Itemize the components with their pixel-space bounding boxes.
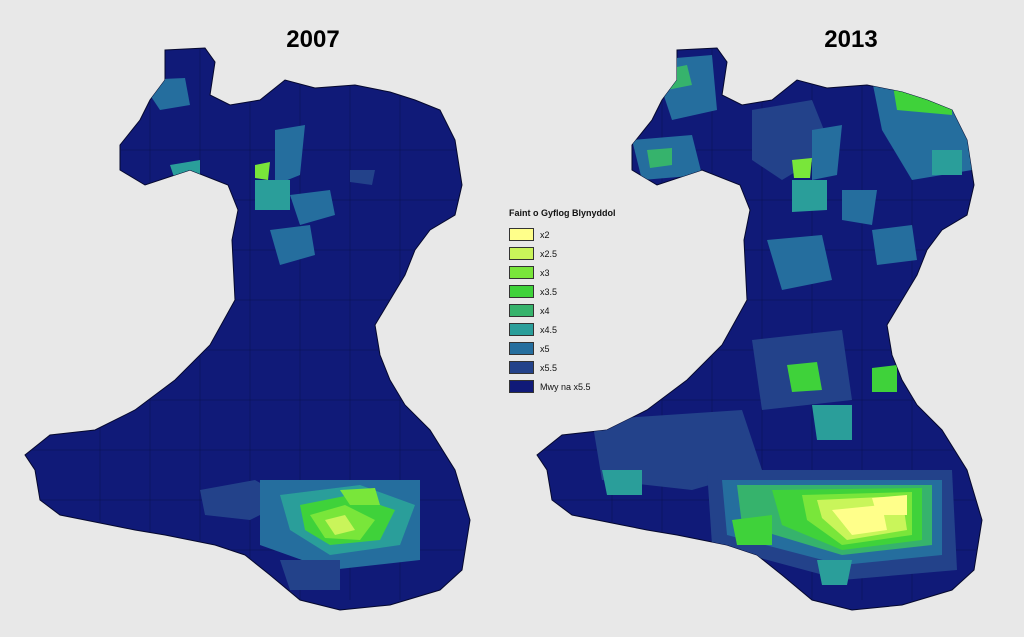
map-regions-2013 [592,55,972,585]
legend-label: x2 [540,229,550,240]
legend-label: x3 [540,267,550,278]
legend-label: x4 [540,305,550,316]
legend-label: x5.5 [540,362,558,373]
legend-swatch [509,342,534,355]
legend-item: x2.5 [509,244,629,263]
legend-item: x4 [509,301,629,320]
legend-item: x2 [509,225,629,244]
map-title-2007: 2007 [286,26,340,53]
legend-swatch [509,285,534,298]
wales-map-2013 [536,47,983,611]
legend-label: x2.5 [540,248,558,259]
legend-items: x2 x2.5 x3 x3.5 x4 x4.5 x5 x5.5 Mwy na x5.5 [509,225,629,396]
legend-title: Faint o Gyflog Blynyddol [509,208,616,218]
legend-swatch [509,247,534,260]
wales-map-2007 [24,47,471,611]
map-regions-2007 [140,78,420,590]
legend-item: x3 [509,263,629,282]
legend-label: x3.5 [540,286,558,297]
legend-swatch [509,228,534,241]
legend-swatch [509,323,534,336]
map-body-2013 [536,47,983,611]
legend-swatch [509,380,534,393]
legend-swatch [509,266,534,279]
legend-label: Mwy na x5.5 [540,381,591,392]
map-body-2007 [24,47,471,611]
legend-swatch [509,304,534,317]
legend-label: x4.5 [540,324,558,335]
legend-item: x4.5 [509,320,629,339]
legend-label: x5 [540,343,550,354]
legend-item: x5 [509,339,629,358]
map-title-2013: 2013 [824,26,878,53]
legend-item: Mwy na x5.5 [509,377,629,396]
legend-item: x3.5 [509,282,629,301]
legend-item: x5.5 [509,358,629,377]
legend-swatch [509,361,534,374]
legend: Faint o Gyflog Blynyddol x2 x2.5 x3 x3.5 x4 x… [509,208,629,396]
